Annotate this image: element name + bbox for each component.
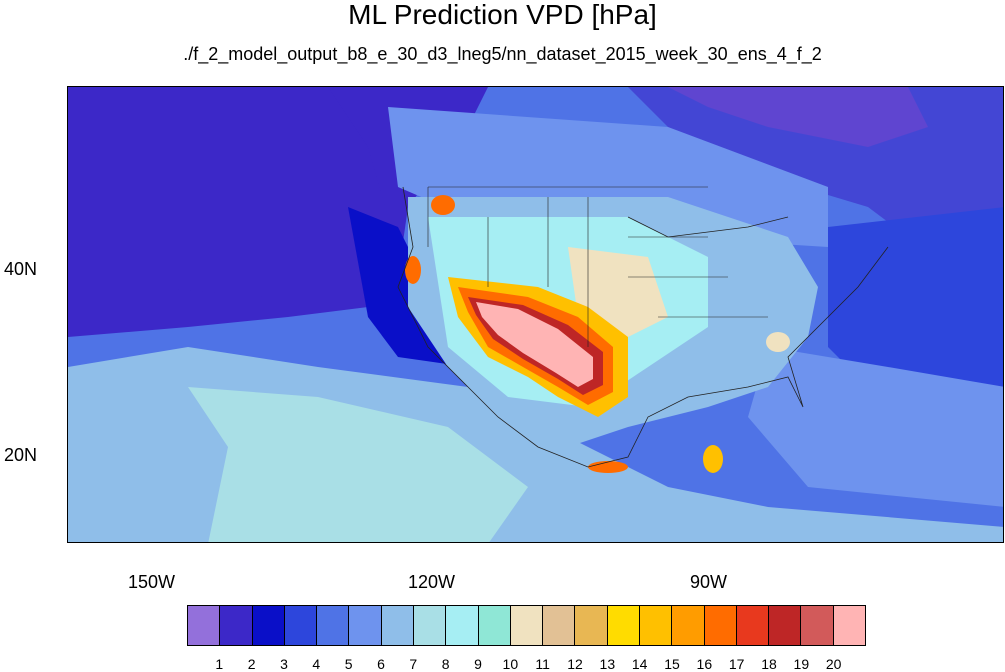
colorbar-swatch <box>381 606 414 645</box>
colorbar-tick-label: 15 <box>664 656 680 672</box>
colorbar-swatch <box>672 606 705 645</box>
colorbar-swatch <box>188 606 221 645</box>
lon-tick-label-90w: 90W <box>690 572 728 592</box>
colorbar-tick-label: 10 <box>502 656 519 672</box>
colorbar-swatch <box>736 606 770 645</box>
colorbar-tick-label: 6 <box>377 656 385 672</box>
colorbar-tick-label: 18 <box>761 656 777 672</box>
colorbar-tick-label: 3 <box>280 656 288 672</box>
colorbar-tick-label: 7 <box>409 656 418 672</box>
field-ca-hotspot <box>405 256 421 284</box>
lat-tick-label-40n: 40N <box>4 259 38 279</box>
coastline <box>397 186 889 468</box>
colorbar-swatch <box>833 606 865 645</box>
colorbar-swatch <box>704 606 737 645</box>
field-south-light <box>188 387 528 542</box>
vpd-contour-field <box>68 87 1003 542</box>
colorbar-swatch <box>252 606 285 645</box>
colorbar-swatch <box>801 606 834 645</box>
field-atlantic-south <box>748 347 1003 507</box>
colorbar-swatch <box>510 606 544 645</box>
lat-tick-label-20n: 20N <box>4 445 38 465</box>
lon-tick-label-150w: 150W <box>128 572 176 592</box>
colorbar-tick-label: 13 <box>599 656 616 672</box>
colorbar-tick-label: 2 <box>247 656 256 672</box>
field-mexico-hotspot <box>588 461 628 473</box>
vpd-map <box>67 86 1004 543</box>
colorbar-tick-label: 11 <box>535 656 550 672</box>
colorbar-tick-label: 5 <box>344 656 353 672</box>
colorbar-swatch <box>317 606 350 645</box>
field-north-pacific-deep <box>68 87 388 297</box>
plot-title: ML Prediction VPD [hPa] <box>348 0 657 30</box>
field-sw-20 <box>476 302 593 387</box>
colorbar-swatch <box>639 606 673 645</box>
field-pnw-hotspot <box>431 195 455 215</box>
lon-tick-label-120w: 120W <box>408 572 456 592</box>
field-atlantic <box>828 207 1003 407</box>
colorbar-tick-label: 17 <box>728 656 745 672</box>
colorbar-swatch <box>769 606 802 645</box>
colorbar-swatch <box>284 606 318 645</box>
state-borders <box>427 186 768 347</box>
colorbar-swatch <box>446 606 479 645</box>
colorbar-swatch <box>575 606 608 645</box>
colorbar-swatch <box>543 606 576 645</box>
colorbar-tick-label: 8 <box>441 656 450 672</box>
colorbar-tick-label: 20 <box>825 656 842 672</box>
colorbar-tick-label: 1 <box>215 656 224 672</box>
colorbar-swatch <box>349 606 382 645</box>
colorbar-tick-label: 19 <box>793 656 810 672</box>
colorbar-tick-label: 16 <box>696 656 713 672</box>
field-guatemala-hotspot <box>703 445 723 473</box>
colorbar <box>187 605 866 646</box>
field-se-warm <box>766 332 790 352</box>
colorbar-swatch <box>607 606 640 645</box>
colorbar-swatch <box>413 606 447 645</box>
colorbar-tick-label: 14 <box>631 656 648 672</box>
colorbar-tick-label: 4 <box>312 656 321 672</box>
colorbar-tick-label: 12 <box>567 656 583 672</box>
colorbar-tick-label: 9 <box>474 656 482 672</box>
plot-subtitle: ./f_2_model_output_b8_e_30_d3_lneg5/nn_d… <box>183 44 822 64</box>
colorbar-swatch <box>220 606 253 645</box>
colorbar-swatch <box>478 606 511 645</box>
